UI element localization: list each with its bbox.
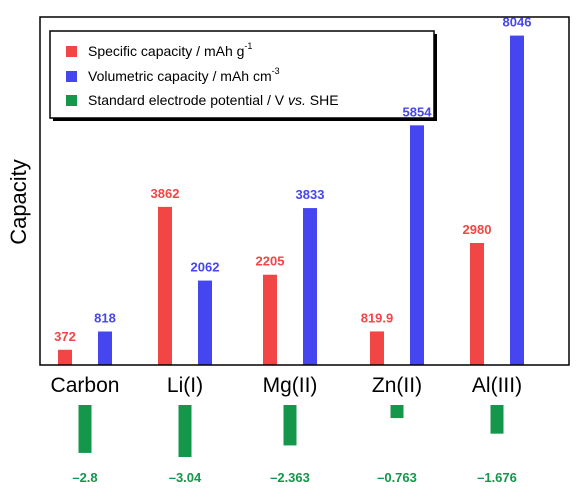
legend-entry-potential: Standard electrode potential / V vs. SHE	[88, 92, 339, 108]
volumetric-bar-4	[510, 35, 524, 366]
volumetric-value-label-3: 5854	[403, 104, 433, 119]
potential-value-label-4: –1.676	[477, 470, 517, 485]
potential-value-label-1: –3.04	[169, 470, 202, 485]
legend-entry-specific: Specific capacity / mAh g-1	[88, 41, 252, 59]
volumetric-value-label-0: 818	[94, 311, 116, 326]
specific-value-label-1: 3862	[151, 186, 180, 201]
y-axis-title: Capacity	[6, 159, 31, 245]
legend-swatch-potential	[66, 95, 77, 106]
specific-value-label-3: 819.9	[361, 310, 394, 325]
category-label-0: Carbon	[51, 374, 120, 397]
specific-value-label-2: 2205	[256, 254, 285, 269]
specific-bar-3	[370, 331, 384, 365]
category-label-3: Zn(II)	[372, 374, 422, 397]
legend-box	[49, 30, 435, 119]
potential-bar-4	[490, 405, 504, 434]
legend-entry-volumetric: Volumetric capacity / mAh cm-3	[88, 66, 280, 84]
specific-bar-4	[470, 242, 484, 365]
potential-bar-2	[283, 405, 297, 446]
volumetric-bar-1	[198, 280, 212, 365]
specific-bar-0	[58, 349, 72, 365]
legend-swatch-specific	[66, 46, 77, 57]
volumetric-bar-3	[410, 125, 424, 365]
legend: Specific capacity / mAh g-1 Volumetric c…	[49, 30, 437, 121]
category-label-4: Al(III)	[472, 374, 522, 397]
potential-bar-1	[178, 405, 192, 457]
category-label-1: Li(I)	[167, 374, 203, 397]
volumetric-value-label-2: 3833	[296, 187, 325, 202]
volumetric-bar-0	[98, 331, 112, 365]
volumetric-value-label-1: 2062	[191, 260, 220, 275]
specific-bar-2	[263, 274, 277, 365]
potential-bar-0	[78, 405, 92, 453]
plot-frame	[39, 16, 570, 366]
category-label-2: Mg(II)	[263, 374, 318, 397]
specific-value-label-0: 372	[54, 329, 76, 344]
potential-value-label-2: –2.363	[270, 470, 310, 485]
specific-value-label-4: 2980	[463, 222, 492, 237]
potential-value-label-0: –2.8	[72, 470, 97, 485]
volumetric-bar-2	[303, 208, 317, 365]
potential-bar-3	[390, 405, 404, 419]
specific-bar-1	[158, 206, 172, 365]
volumetric-value-label-4: 8046	[503, 15, 532, 30]
legend-swatch-volumetric	[66, 71, 77, 82]
potential-value-label-3: –0.763	[377, 470, 417, 485]
